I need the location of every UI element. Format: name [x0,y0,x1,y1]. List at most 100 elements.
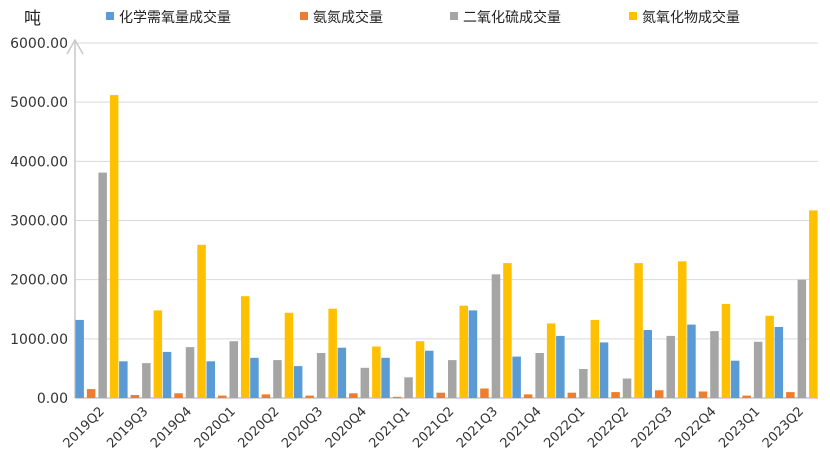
x-category-label: 2021Q1 [367,404,414,451]
y-tick-label: 4000.00 [10,154,68,170]
bar-4-2022Q3 [678,261,687,398]
x-category-label: 2021Q3 [454,404,501,451]
y-tick-label: 2000.00 [10,273,68,289]
bar-2-2020Q2 [261,394,271,398]
axes: 吨 [24,9,818,399]
x-category-label: 2021Q4 [498,404,545,451]
bar-4-2022Q2 [634,263,643,398]
bar-3-2021Q1 [404,377,413,398]
bar-3-2023Q1 [753,341,763,398]
bar-3-2020Q3 [316,353,326,398]
bar-4-2021Q4 [546,323,556,398]
y-tick-label: 1000.00 [10,332,68,348]
bar-1-2023Q2 [774,327,784,398]
y-axis-arrow [66,38,84,55]
y-tick-labels: 0.00 1000.00 2000.00 3000.00 4000.00 5000.00 6… [10,36,68,407]
bar-1-2020Q4 [337,347,347,398]
bar-2-2020Q3 [305,395,314,398]
legend-swatch [106,12,114,20]
x-category-label: 2023Q1 [716,404,763,451]
x-category-label: 2020Q4 [323,404,370,451]
legend-label: 氮氧化物成交量 [642,9,740,26]
bar-4-2022Q4 [721,303,731,398]
bar-2-2019Q4 [174,393,183,398]
bar-2-2021Q3 [480,388,489,398]
legend-swatch [450,12,458,20]
bar-1-2020Q3 [293,366,303,398]
x-category-label: 2023Q2 [760,404,807,451]
bar-4-2020Q4 [372,346,381,398]
bar-1-2020Q1 [206,361,215,398]
bar-3-2022Q4 [710,331,719,398]
y-tick-label: 0.00 [37,391,68,407]
bar-4-2019Q2 [109,95,119,398]
x-category-label: 2020Q2 [235,404,282,451]
legend-label: 化学需氧量成交量 [119,9,231,26]
bar-3-2021Q2 [448,360,457,398]
bar-4-2023Q1 [765,315,774,398]
bar-1-2020Q2 [250,357,259,398]
bar-1-2019Q3 [119,361,128,398]
bar-4-2022Q1 [590,319,600,398]
bar-3-2021Q3 [491,274,501,398]
bar-4-2020Q1 [241,296,250,398]
bar-2-2022Q3 [655,390,664,398]
bar-2-2023Q1 [742,395,751,398]
y-tick-label: 5000.00 [10,95,68,111]
bar-2-2023Q2 [786,392,795,398]
bar-3-2023Q2 [797,279,807,398]
gridlines [75,42,818,340]
bar-1-2022Q4 [687,324,696,398]
bar-4-2021Q1 [415,341,425,398]
bar-3-2020Q4 [360,367,370,398]
x-category-label: 2019Q4 [148,404,195,451]
legend-label: 二氧化硫成交量 [463,9,561,26]
legend-swatch [629,12,637,20]
bar-4-2021Q3 [503,263,512,398]
legend-swatch [300,12,308,20]
bar-2-2019Q3 [130,395,140,398]
bar-3-2022Q3 [666,335,675,398]
bar-1-2022Q2 [599,342,609,398]
bar-2-2022Q2 [611,392,620,398]
bar-4-2020Q3 [328,308,337,398]
bar-2-2022Q1 [567,392,577,398]
bar-1-2021Q1 [381,357,390,398]
bar-1-2021Q2 [425,350,434,398]
x-category-label: 2022Q2 [585,404,632,451]
bar-3-2021Q4 [535,353,544,398]
bar-3-2020Q1 [229,341,238,398]
x-category-labels: 2019Q22019Q32019Q42020Q12020Q22020Q32020… [61,404,807,451]
y-unit-label: 吨 [24,9,41,29]
bar-4-2021Q2 [459,305,468,398]
y-tick-label: 3000.00 [10,214,68,230]
bar-2-2020Q4 [349,393,358,398]
x-category-label: 2020Q1 [192,404,239,451]
bar-4-2023Q2 [809,210,818,398]
bar-1-2021Q3 [468,310,478,398]
x-category-label: 2020Q3 [279,404,326,451]
x-category-label: 2019Q3 [104,404,151,451]
x-category-label: 2021Q2 [410,404,457,451]
bar-2-2021Q1 [392,396,402,398]
legend-label: 氨氮成交量 [313,9,383,26]
bar-3-2022Q1 [579,369,588,398]
bar-1-2022Q3 [643,330,652,398]
bar-4-2019Q4 [197,244,206,398]
bar-4-2020Q2 [284,312,294,398]
bar-3-2019Q4 [185,347,195,398]
x-category-label: 2019Q2 [61,404,108,451]
bar-1-2023Q1 [730,360,740,398]
x-category-label: 2022Q3 [629,404,676,451]
bar-2-2022Q4 [698,391,708,398]
bar-3-2022Q2 [622,378,632,398]
bar-1-2022Q1 [556,335,565,398]
x-category-label: 2022Q1 [541,404,588,451]
bar-3-2019Q3 [142,363,151,398]
x-category-label: 2022Q4 [672,404,719,451]
bar-1-2019Q2 [75,319,84,398]
bar-2-2021Q4 [523,394,533,398]
bar-1-2021Q4 [512,356,521,398]
bar-2-2020Q1 [218,395,227,398]
